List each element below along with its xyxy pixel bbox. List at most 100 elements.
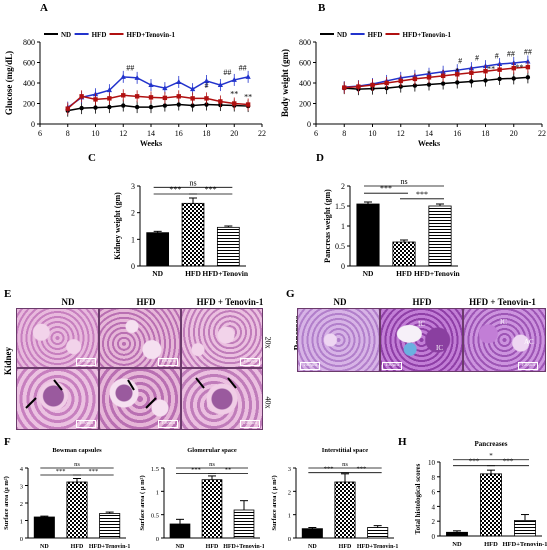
significance-mark: ## [524,47,532,56]
data-point [204,96,209,101]
legend-label: ND [61,31,71,39]
data-point [176,78,182,84]
category-label: ND [363,269,374,278]
kidney-nd-40x-image [16,368,99,430]
bar [169,523,191,539]
y-tick-label: 1.5 [335,202,345,211]
data-point [497,67,502,72]
kidney-arrow-overlay [25,377,237,409]
kidney-side-label: Kidney [3,346,14,376]
bar [216,226,240,267]
data-point [384,80,389,86]
data-point [65,106,70,111]
y-tick-label: 0 [31,120,35,129]
y-tick-label: 1 [341,222,345,231]
data-point [93,97,98,102]
series-line [67,76,249,109]
data-point [511,76,516,81]
bar [367,527,389,539]
arrow-icon [53,379,63,391]
data-point [176,102,181,107]
category-label: HFD+Tenovin-1 [503,541,547,548]
y-tick-label: 600 [23,59,35,68]
x-tick-label: 18 [203,129,211,138]
y-tick-label: 800 [299,38,311,47]
data-point [483,69,488,74]
x-tick-label: 12 [397,129,405,138]
y-tick-label: 2 [288,489,291,496]
bar [33,516,55,539]
significance-label: * [489,452,493,460]
data-point [203,77,210,83]
panel-letter-f: F [4,436,11,448]
y-tick-label: 0 [131,262,135,271]
y-tick-label: 2 [131,209,135,218]
data-point [162,85,168,91]
y-axis-label: Total histological scores [414,463,422,534]
x-tick-label: 8 [66,129,70,138]
x-tick-label: 10 [92,129,100,138]
y-tick-label: 4 [432,503,436,511]
data-point [356,84,361,89]
y-tick-label: 0 [341,262,345,271]
bar [233,509,255,539]
significance-mark: ## [507,49,515,58]
significance-label: *** [380,184,392,193]
data-point [426,82,432,87]
data-point [412,83,418,88]
panel-letter-e: E [4,288,12,300]
y-tick-label: 0.5 [335,242,345,251]
data-point [148,82,154,88]
category-label: HFD [206,544,219,550]
x-axis-label: Weeks [418,139,440,148]
region-label-ic-2: IC [436,344,443,352]
y-tick-label: 4 [20,466,24,473]
data-point [398,78,403,84]
significance-label: ns [189,178,196,187]
series-line [344,76,528,90]
data-point [120,73,126,79]
legend-label: HFD+Tenovin-1 [127,31,176,39]
kidney-scale-bar-4: 100μm [76,420,97,428]
category-label: ND [176,544,185,550]
arrow-icon [195,377,205,389]
y-axis-label: Surface area ( μ m²) [139,475,146,530]
pancreas-col-tenovin: HFD + Tenovin-1 [469,297,536,307]
data-point [497,76,502,82]
category-label: HFD [484,541,498,548]
legend-label: HFD+Tenovin-1 [403,31,452,39]
data-point [121,93,126,98]
kidney-scale-bar-1: 100μm [76,358,97,366]
significance-label: ns [74,461,80,468]
data-point [525,64,531,70]
y-tick-label: 400 [23,79,35,88]
pancreas-scale-bar-2: 100μm [382,362,403,370]
category-label: HFD [185,269,201,278]
pancreas-weight-bar-chart: 0 0.5 1 1.5 2 Pancreas weight (gm) ND HFD HFD+Te… [323,177,460,278]
y-axis-label: Body weight (gm) [280,49,290,117]
significance-mark: * [455,66,459,75]
data-point [497,61,503,67]
data-point [440,81,446,86]
significance-label: *** [356,466,366,473]
data-point [483,78,488,83]
pancreas-col-hfd: HFD [412,297,432,307]
data-point [370,82,375,88]
pancreas-hfd-image [380,308,463,372]
category-label: HFD+Tenovin-1 [357,544,398,550]
significance-label: ns [209,461,215,468]
y-tick-label: 400 [299,79,311,88]
kidney-col-tenovin: HFD + Tenovin-1 [196,297,264,307]
data-point [217,82,223,88]
y-axis-label: Kidney weight (gm) [113,192,122,260]
y-tick-label: 6 [432,489,436,497]
kidney-scale-bar-2: 100μm [158,358,179,366]
y-tick-label: 200 [299,100,311,109]
chart-title: Pancreases [475,440,508,448]
significance-label: *** [205,185,217,194]
y-tick-label: 2 [341,182,345,191]
data-point [134,74,140,80]
data-point [190,86,196,92]
kidney-row-label-20x: 20x [263,336,273,349]
kidney-tenovin-40x-image [181,368,263,430]
